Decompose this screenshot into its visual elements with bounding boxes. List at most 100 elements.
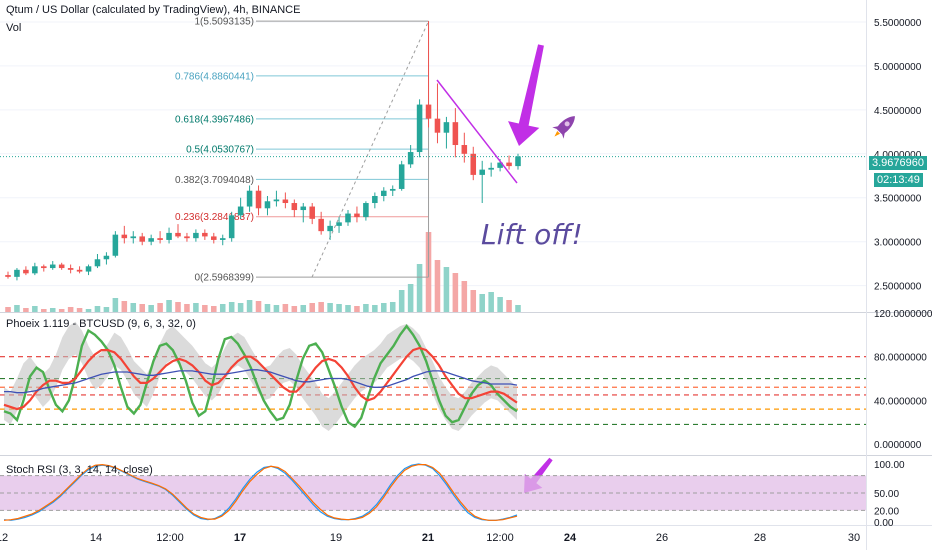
phoeix-tick-label: 0.0000000 — [874, 440, 922, 451]
candle-body — [246, 190, 253, 207]
candle-body — [76, 269, 83, 272]
phoeix-series-line — [3, 346, 518, 411]
volume-bar — [193, 303, 199, 312]
stoch-series-line — [3, 463, 518, 521]
volume-bar — [85, 309, 92, 312]
stoch-rsi-indicator-label[interactable]: Stoch RSI (3, 3, 14, 14, close) — [6, 464, 153, 476]
stoch-tick-label: 0.00 — [874, 518, 894, 529]
candle-body — [300, 206, 307, 211]
drawings[interactable] — [0, 44, 866, 493]
volume-bar — [246, 300, 253, 312]
arrow-main-chart — [508, 44, 544, 146]
volume-bar — [470, 290, 477, 312]
candle-body — [515, 156, 521, 167]
volume-bar — [237, 303, 244, 312]
candle-body — [228, 215, 235, 239]
candle-body — [461, 145, 468, 154]
time-tick-label: 12 — [0, 532, 8, 544]
bar-countdown-tag: 02:13:49 — [874, 173, 923, 187]
time-tick-label: 12:00 — [486, 532, 514, 544]
volume-bar — [515, 305, 521, 312]
phoeix-tick-label: 40.0000000 — [874, 396, 927, 407]
volume-bar — [157, 303, 163, 312]
volume-bar — [148, 305, 154, 312]
price-tick-label: 3.0000000 — [874, 238, 922, 249]
chart-title: Qtum / US Dollar (calculated by TradingV… — [6, 4, 301, 16]
volume-bars — [5, 232, 521, 312]
candle-body — [5, 275, 11, 277]
volume-bar — [452, 273, 459, 312]
time-axis[interactable]: 12 14 12:00 17 19 21 12:00 24 26 28 30 — [0, 532, 860, 544]
lift-off-annotation[interactable]: Lift off! — [481, 218, 583, 251]
candle-body — [184, 236, 190, 239]
volume-bar — [5, 307, 11, 312]
time-tick-label: 17 — [234, 532, 246, 544]
volume-bar — [32, 306, 38, 312]
fib-level-label: 0(2.5968399) — [195, 273, 255, 284]
fib-level-label: 0.236(3.2841837) — [175, 212, 254, 223]
volume-bar — [318, 302, 324, 312]
time-tick-label: 12:00 — [156, 532, 184, 544]
time-tick-label: 26 — [656, 532, 668, 544]
candle-body — [282, 199, 289, 204]
volume-bar — [23, 308, 29, 312]
candle-body — [479, 169, 485, 175]
time-tick-label: 19 — [330, 532, 342, 544]
volume-bar — [461, 281, 468, 312]
last-price-tag: 3.9676960 — [869, 156, 927, 170]
candle-body — [381, 190, 387, 196]
time-tick-label: 24 — [564, 532, 577, 544]
candle-body — [336, 222, 342, 226]
candle-body — [175, 232, 181, 237]
phoeix-series-line — [4, 369, 518, 394]
candle-body — [237, 206, 244, 216]
volume-bar — [407, 284, 414, 312]
candle-body — [255, 190, 262, 209]
volume-bar — [219, 304, 226, 312]
volume-bar — [175, 302, 181, 312]
price-tick-label: 3.5000000 — [874, 194, 922, 205]
price-tick-label: 5.5000000 — [874, 18, 922, 29]
volume-bar — [479, 294, 485, 312]
candle-body — [452, 122, 459, 146]
volume-bar — [443, 267, 450, 312]
candle-body — [49, 264, 56, 269]
price-tick-label: 4.0000000 — [874, 150, 922, 161]
candle-body — [94, 259, 101, 267]
fib-trendline — [311, 20, 429, 278]
phoeix-pane — [0, 321, 866, 431]
fibonacci-retracement[interactable]: 1(5.5093135) 0.786(4.8860441) 0.618(4.3967… — [175, 17, 430, 284]
candle-body — [488, 167, 494, 170]
phoeix-tick-label: 120.0000000 — [874, 309, 932, 320]
candle-body — [434, 118, 441, 133]
volume-bar — [506, 300, 512, 312]
volume-bar — [398, 290, 405, 312]
phoeix-indicator-label[interactable]: Phoeix 1.119 - BTCUSD (9, 6, 3, 32, 0) — [6, 318, 196, 330]
volume-bar — [121, 301, 128, 312]
volume-bar — [416, 264, 423, 312]
volume-bar — [372, 305, 378, 312]
price-axis[interactable]: 2.5000000 3.0000000 3.5000000 4.0000000 4.50… — [874, 18, 932, 529]
volume-label: Vol — [6, 22, 22, 34]
candle-body — [398, 164, 405, 189]
volume-bar — [381, 303, 387, 312]
stoch-rsi-pane — [0, 463, 866, 521]
fib-level-label: 1(5.5093135) — [195, 17, 255, 28]
volume-bar — [49, 308, 56, 312]
volume-bar — [497, 297, 503, 312]
volume-bar — [139, 304, 145, 312]
candle-body — [157, 238, 163, 240]
time-tick-label: 30 — [848, 532, 860, 544]
candle-body — [273, 199, 280, 202]
candlesticks — [5, 21, 521, 281]
candle-body — [219, 238, 226, 240]
descending-trendline — [436, 79, 518, 184]
fib-level-label: 0.618(4.3967486) — [175, 114, 254, 125]
candle-body — [407, 152, 414, 165]
volume-bar — [434, 260, 441, 312]
volume-bar — [14, 305, 20, 312]
candle-body — [372, 195, 378, 204]
candle-body — [148, 238, 154, 242]
candle-body — [58, 264, 65, 269]
